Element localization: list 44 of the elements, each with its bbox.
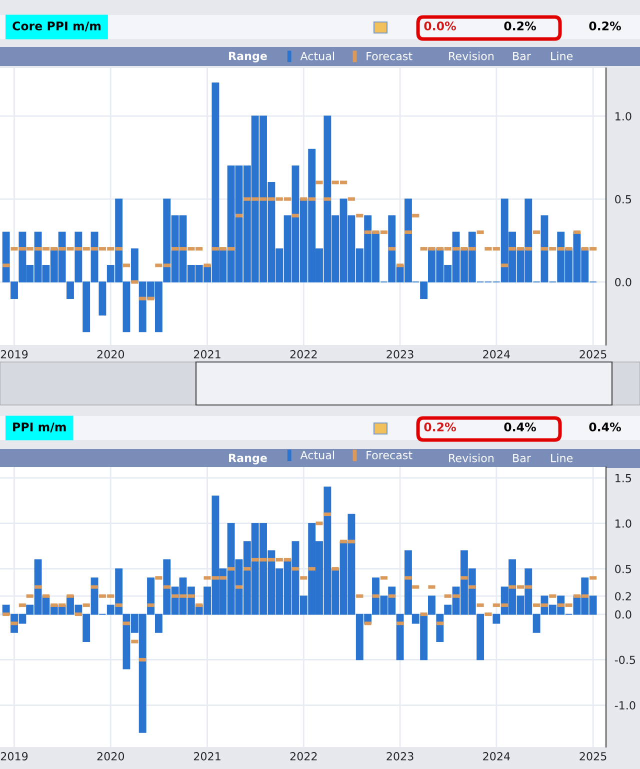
x-tick-label: 2022 — [290, 350, 317, 358]
text: Bar — [513, 454, 531, 462]
y-tick-label: 1.0 — [616, 112, 632, 120]
text: Range — [229, 52, 267, 62]
x-tick-label: 2023 — [386, 350, 414, 358]
text: 0.4% — [504, 422, 536, 432]
y-tick-label: -0.5 — [614, 656, 636, 664]
y-tick-label: 0.2 — [615, 592, 631, 600]
x-tick-label: 2019 — [0, 752, 28, 760]
x-tick-label: 2021 — [194, 350, 220, 358]
y-tick-label: -1.0 — [614, 701, 636, 710]
legend-label: Forecast — [366, 52, 412, 60]
text: Revision — [449, 52, 494, 60]
text: Bar — [513, 52, 531, 60]
x-tick-label: 2025 — [580, 752, 606, 760]
chart-title: PPI m/m — [13, 422, 66, 432]
y-tick-label: 0.5 — [615, 564, 632, 574]
text: Revision — [449, 454, 494, 462]
y-tick-label: 0.0 — [615, 278, 632, 286]
x-tick-label: 2024 — [483, 752, 510, 760]
x-tick-label: 2019 — [0, 350, 28, 358]
legend-label: Actual — [300, 52, 334, 60]
chart-title: Core PPI m/m — [12, 21, 100, 32]
legend-label: Actual — [300, 450, 334, 460]
x-tick-label: 2021 — [194, 752, 220, 760]
y-tick-label: 0.0 — [615, 610, 632, 619]
x-tick-label: 2024 — [483, 350, 510, 358]
text: Line — [551, 52, 573, 60]
text: Range — [229, 454, 267, 464]
text: Line — [551, 454, 573, 462]
x-tick-label: 2025 — [580, 350, 606, 358]
text: 0.2% — [424, 422, 456, 432]
text: 0.0% — [424, 21, 456, 30]
legend-label: Forecast — [366, 451, 412, 460]
text: 0.4% — [589, 422, 621, 432]
text: 0.2% — [589, 21, 621, 30]
x-tick-label: 2020 — [97, 350, 124, 358]
text: 0.2% — [504, 21, 536, 30]
y-tick-label: 1.0 — [616, 519, 632, 528]
x-tick-label: 2023 — [386, 752, 414, 760]
x-tick-label: 2020 — [97, 752, 124, 760]
x-tick-label: 2022 — [290, 752, 317, 760]
y-tick-label: 0.5 — [615, 195, 632, 204]
y-tick-label: 1.5 — [616, 474, 632, 482]
